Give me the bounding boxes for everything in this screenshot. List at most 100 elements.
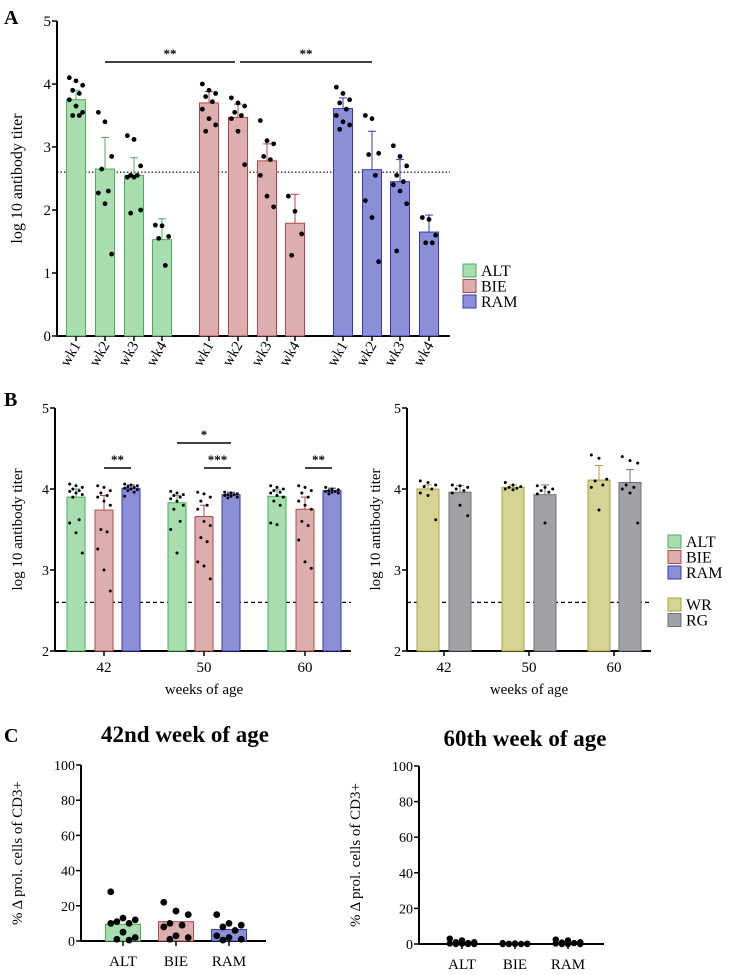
data-point — [166, 234, 172, 239]
data-point — [162, 263, 168, 268]
y-tick-label: 40 — [61, 865, 75, 880]
data-point — [196, 560, 200, 564]
y-axis-label: % Δ prol. cells of CD3+ — [348, 783, 364, 927]
data-point — [376, 150, 382, 156]
bar-alt — [66, 99, 86, 337]
x-tick-label: 60 — [607, 660, 622, 676]
data-point — [324, 485, 328, 489]
data-point — [105, 493, 109, 497]
data-point — [257, 172, 263, 178]
data-point — [102, 201, 108, 207]
bar-alt — [167, 502, 187, 652]
data-point — [267, 157, 273, 163]
bar-ram — [121, 487, 141, 652]
data-point — [264, 138, 270, 144]
data-point — [278, 490, 282, 494]
data-point — [593, 479, 597, 483]
data-point — [423, 240, 429, 246]
data-point — [499, 940, 506, 948]
data-point — [213, 122, 219, 128]
bar-alt — [66, 496, 86, 652]
data-point — [434, 483, 438, 487]
data-point — [184, 911, 192, 918]
data-point — [503, 487, 507, 491]
data-point — [77, 489, 81, 493]
data-point — [292, 208, 298, 214]
data-point — [330, 487, 334, 491]
x-tick-label: 60 — [298, 660, 313, 676]
data-point — [99, 528, 103, 531]
data-point — [535, 492, 539, 496]
data-point — [159, 223, 165, 229]
data-point — [205, 503, 209, 507]
data-point — [551, 487, 555, 491]
data-point — [369, 116, 375, 122]
data-point — [300, 491, 304, 495]
x-axis-label: weeks of age — [490, 682, 569, 698]
data-point — [109, 251, 115, 257]
bar-wr — [501, 486, 525, 652]
data-point — [327, 492, 331, 496]
data-point — [269, 491, 273, 495]
data-point — [337, 126, 343, 132]
data-point — [99, 166, 105, 172]
data-point — [309, 489, 313, 493]
data-point — [123, 482, 127, 486]
data-point — [129, 483, 133, 487]
x-tick-label: wk2 — [87, 339, 114, 369]
data-point — [543, 485, 547, 489]
data-point — [228, 116, 234, 122]
data-point — [272, 489, 276, 493]
bar-ram — [419, 231, 439, 337]
data-point — [219, 936, 227, 944]
data-point — [433, 232, 439, 238]
x-tick-label: ALT — [109, 954, 137, 970]
data-point — [450, 491, 454, 495]
data-point — [119, 914, 127, 922]
data-point — [135, 484, 139, 488]
bar-bie — [194, 516, 214, 652]
data-point — [327, 489, 331, 493]
data-point — [208, 495, 212, 499]
x-tick-label: BIE — [164, 954, 188, 970]
x-tick-label: 50 — [522, 660, 537, 676]
legend-swatch-ram — [667, 565, 682, 580]
y-tick-label: 60 — [399, 831, 413, 846]
data-point — [269, 521, 273, 525]
data-point — [577, 940, 584, 948]
data-point — [107, 920, 115, 927]
data-point — [175, 551, 179, 555]
data-point — [68, 482, 72, 486]
data-point — [132, 485, 136, 489]
x-tick-label: wk2 — [354, 339, 381, 369]
data-point — [80, 493, 84, 497]
data-point — [397, 154, 403, 159]
data-point — [102, 119, 108, 125]
x-tick-label: wk2 — [220, 339, 247, 369]
legend-label-bie: BIE — [686, 550, 712, 567]
data-point — [172, 493, 176, 497]
data-point — [620, 487, 624, 491]
data-point — [70, 87, 76, 93]
x-tick-label: 50 — [197, 660, 212, 676]
data-point — [196, 507, 200, 511]
data-point — [261, 154, 267, 159]
data-point — [303, 485, 307, 489]
data-point — [589, 453, 593, 457]
x-tick-label: BIE — [503, 957, 527, 970]
data-point — [76, 91, 82, 96]
y-tick-label: 80 — [61, 794, 75, 809]
data-point — [570, 939, 578, 947]
data-point — [124, 174, 130, 180]
data-point — [362, 198, 368, 203]
data-point — [135, 488, 139, 492]
y-tick-label: 5 — [394, 402, 401, 417]
data-point — [178, 921, 186, 929]
data-point — [219, 923, 227, 931]
data-point — [330, 490, 334, 494]
data-point — [275, 493, 279, 497]
data-point — [505, 940, 513, 948]
data-point — [337, 100, 343, 106]
data-point — [102, 568, 106, 572]
data-point — [462, 489, 466, 493]
